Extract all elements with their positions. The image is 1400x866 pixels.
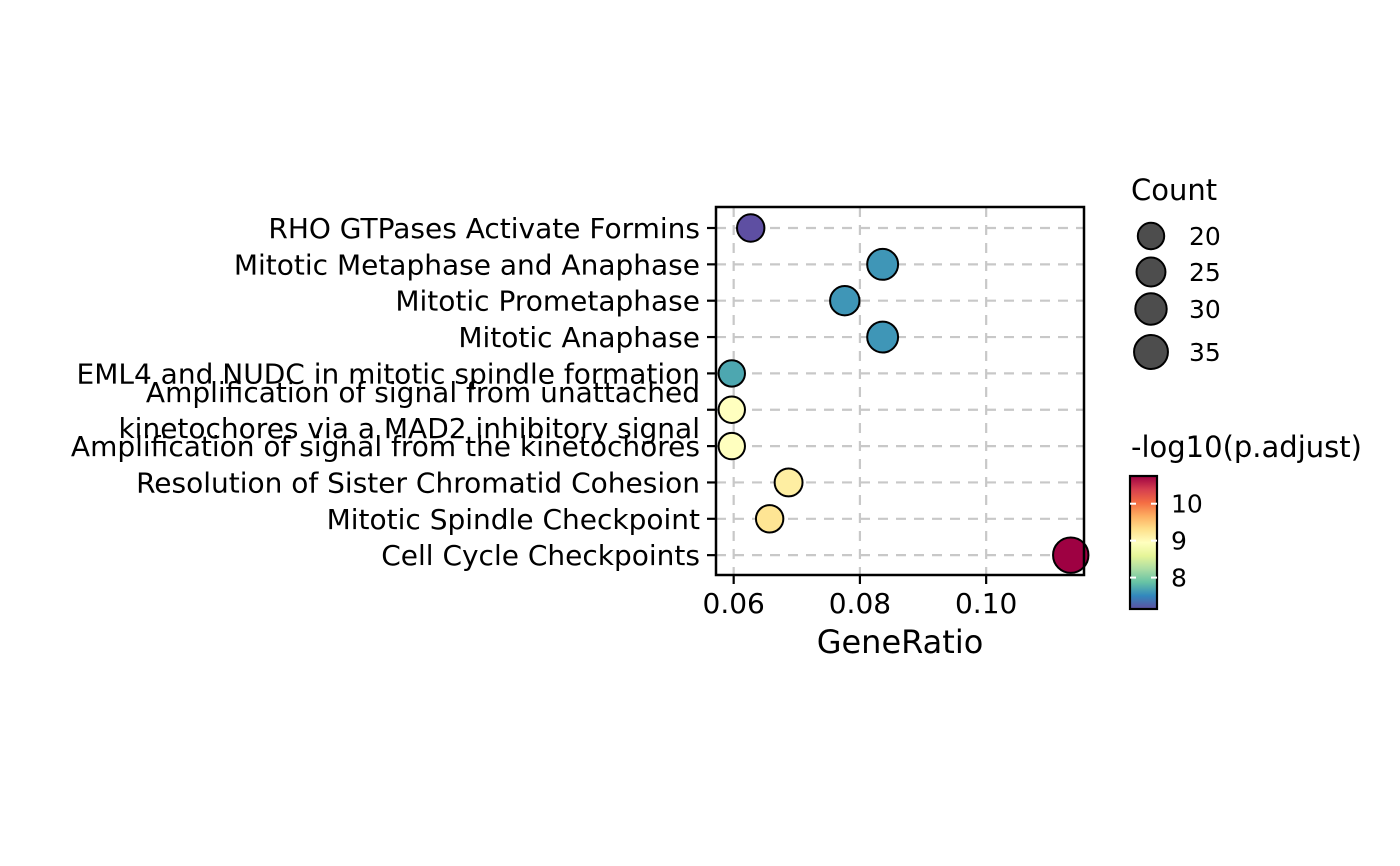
x-tick-label: 0.06 — [703, 587, 765, 620]
size-legend-label: 20 — [1189, 222, 1221, 251]
point-mitotic-prometaphase — [829, 285, 861, 317]
point-mitotic-metaphase-and-anaphase — [866, 247, 900, 281]
y-category-label-rho-gtpases-activate-formins: RHO GTPases Activate Formins — [268, 212, 700, 245]
y-category-label-mitotic-anaphase: Mitotic Anaphase — [458, 321, 700, 354]
point-cell-cycle-checkpoints — [1052, 536, 1090, 574]
colorbar — [1128, 474, 1159, 611]
colorbar-tick-label: 9 — [1171, 527, 1187, 556]
data-points — [717, 213, 1090, 574]
point-amplification-of-signal-from-the-kinetochores — [717, 431, 746, 461]
y-category-label-eml4-and-nudc-in-mitotic-spindle-formation: EML4 and NUDC in mitotic spindle formati… — [77, 357, 700, 390]
size-legend: Count 20 25 30 35 — [1131, 173, 1221, 370]
y-category-label-mitotic-spindle-checkpoint: Mitotic Spindle Checkpoint — [327, 503, 700, 536]
y-category-label-mitotic-metaphase-and-anaphase: Mitotic Metaphase and Anaphase — [234, 248, 700, 281]
point-rho-gtpases-activate-formins — [736, 213, 766, 243]
color-legend-title: -log10(p.adjust) — [1131, 430, 1362, 464]
size-legend-marker — [1134, 292, 1168, 326]
size-legend-label: 35 — [1189, 338, 1221, 367]
y-category-label-cell-cycle-checkpoints: Cell Cycle Checkpoints — [381, 539, 700, 572]
colorbar-tick-label: 10 — [1171, 490, 1203, 519]
size-legend-label: 30 — [1189, 295, 1221, 324]
point-amplification-of-signal-from-unattached — [717, 395, 746, 424]
colorbar-ticks: 8 9 10 — [1130, 490, 1203, 593]
colorbar-tick-label: 8 — [1171, 564, 1187, 593]
y-category-label-amplification-of-signal-from-unattached: kinetochores via a MAD2 inhibitory signa… — [118, 412, 700, 445]
point-mitotic-anaphase — [866, 320, 900, 354]
color-legend: -log10(p.adjust) 8 9 10 — [1128, 430, 1362, 611]
y-category-label-resolution-of-sister-chromatid-cohesion: Resolution of Sister Chromatid Cohesion — [136, 466, 700, 499]
y-category-label-amplification-of-signal-from-unattached: Amplification of signal from unattached — [146, 376, 700, 409]
point-eml4-and-nudc-in-mitotic-spindle-formation — [717, 359, 746, 388]
size-legend-title: Count — [1131, 173, 1217, 207]
point-mitotic-spindle-checkpoint — [754, 504, 785, 534]
x-axis-title: GeneRatio — [817, 623, 984, 661]
x-tick-label: 0.08 — [829, 587, 891, 620]
size-legend-marker — [1135, 256, 1167, 288]
size-legend-label: 25 — [1189, 258, 1221, 287]
y-category-label-mitotic-prometaphase: Mitotic Prometaphase — [395, 285, 700, 318]
y-category-label-amplification-of-signal-from-the-kinetochores: Amplification of signal from the kinetoc… — [71, 430, 700, 463]
size-legend-marker — [1133, 334, 1169, 370]
plot-panel-border — [714, 205, 1086, 577]
point-resolution-of-sister-chromatid-cohesion — [773, 467, 804, 498]
size-legend-items: 20 25 30 35 — [1133, 221, 1221, 370]
x-tick-label: 0.10 — [955, 587, 1017, 620]
size-legend-marker — [1136, 221, 1166, 251]
x-axis: 0.06 0.08 0.10 — [703, 575, 1017, 620]
